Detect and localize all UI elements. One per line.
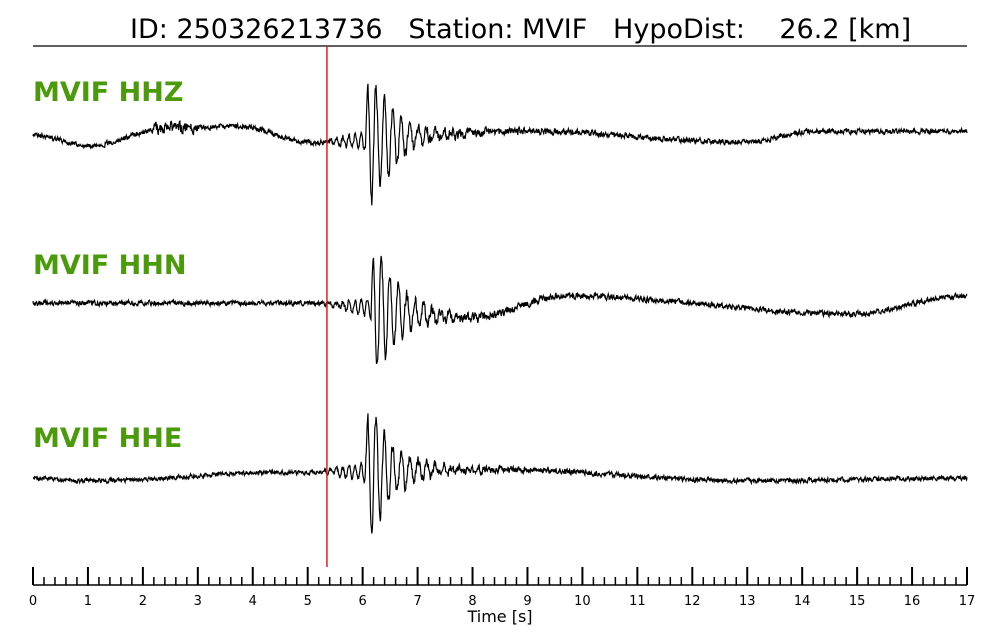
x-tick-label: 1 xyxy=(84,594,92,609)
trace-label-hhe: MVIF HHE xyxy=(33,423,182,454)
time-axis: 0 1 2 3 4 5 6 7 8 9 10 11 12 13 14 15 16 17 xyxy=(29,567,975,609)
x-tick-label: 3 xyxy=(194,594,202,609)
x-tick-label: 8 xyxy=(468,594,476,609)
x-tick-label: 5 xyxy=(304,594,312,609)
x-tick-label: 2 xyxy=(139,594,147,609)
waveform-mvif-hhn xyxy=(32,255,968,365)
x-tick-label: 6 xyxy=(359,594,367,609)
id-label: ID: xyxy=(130,14,168,45)
figure-title: ID: 250326213736 Station: MVIF HypoDist:… xyxy=(130,14,911,45)
x-tick-label: 17 xyxy=(959,594,976,609)
x-tick-label: 9 xyxy=(523,594,531,609)
x-tick-label: 13 xyxy=(739,594,756,609)
x-axis-title: Time [s] xyxy=(466,607,532,626)
x-tick-label: 12 xyxy=(684,594,701,609)
waveform-mvif-hhe xyxy=(32,413,968,534)
id-value: 250326213736 xyxy=(176,14,382,45)
hypodist-value: 26.2 xyxy=(779,14,839,45)
waveform-traces xyxy=(32,83,968,534)
x-tick-label: 14 xyxy=(794,594,811,609)
trace-label-hhn: MVIF HHN xyxy=(33,250,186,281)
station-value: MVIF xyxy=(522,14,587,45)
x-tick-label: 15 xyxy=(849,594,866,609)
x-tick-label: 0 xyxy=(29,594,37,609)
hypodist-label: HypoDist: xyxy=(613,14,745,45)
x-tick-label: 16 xyxy=(904,594,921,609)
x-tick-label: 10 xyxy=(574,594,591,609)
hypodist-unit: [km] xyxy=(848,14,911,45)
x-tick-label: 4 xyxy=(249,594,257,609)
station-label: Station: xyxy=(408,14,513,45)
waveform-mvif-hhz xyxy=(32,83,968,206)
x-tick-label: 7 xyxy=(413,594,421,609)
x-tick-label: 11 xyxy=(629,594,646,609)
trace-label-hhz: MVIF HHZ xyxy=(33,77,183,108)
